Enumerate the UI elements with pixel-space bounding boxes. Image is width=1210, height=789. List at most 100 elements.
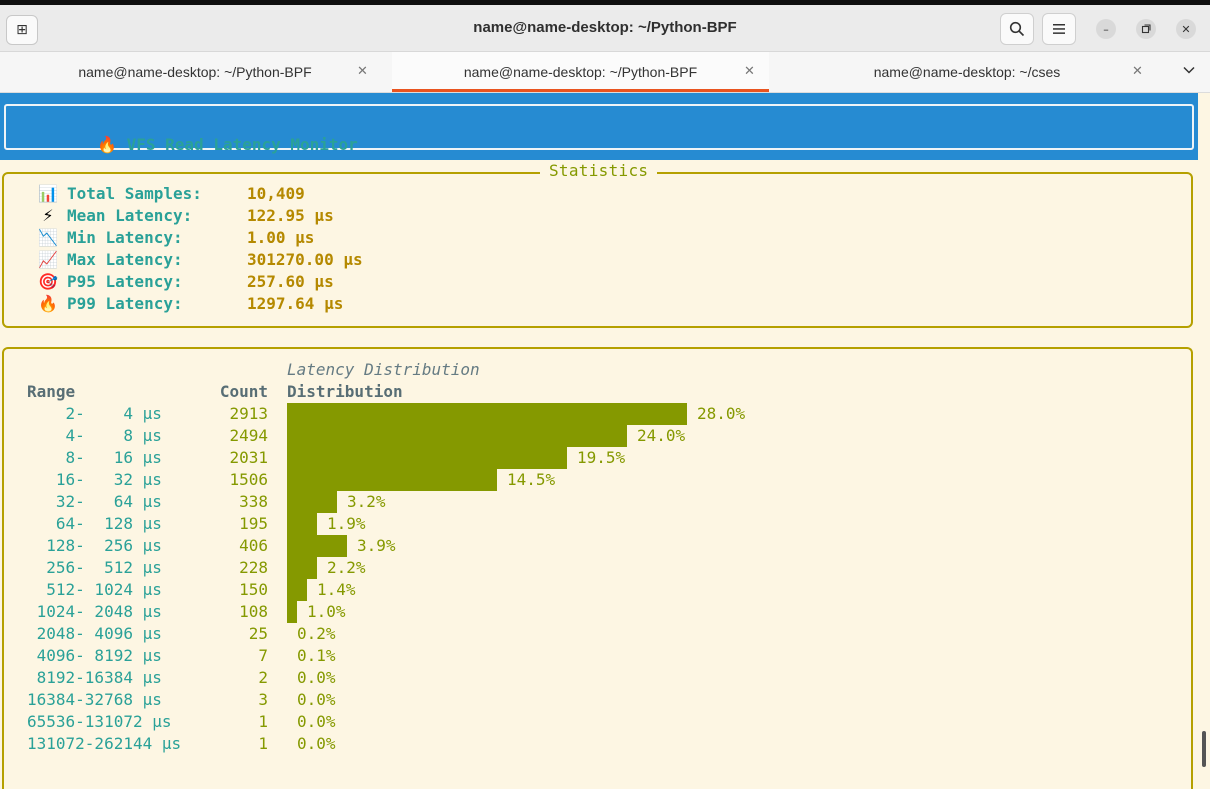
- minimize-icon: –: [1103, 22, 1109, 36]
- stat-row: 📊 Total Samples: 10,409: [37, 184, 437, 206]
- latency-range: 8- 16 µs: [27, 448, 162, 467]
- stat-label: Max Latency:: [67, 250, 183, 269]
- tab-label: name@name-desktop: ~/Python-BPF: [463, 64, 698, 80]
- distribution-bar: [287, 557, 317, 579]
- minimize-button[interactable]: –: [1096, 19, 1116, 39]
- distribution-percent: 14.5%: [507, 470, 556, 489]
- stat-row: 📉 Min Latency: 1.00 µs: [37, 228, 437, 250]
- distribution-percent: 1.4%: [317, 580, 356, 599]
- hamburger-menu-icon: [1053, 24, 1065, 34]
- latency-range: 4096- 8192 µs: [27, 646, 162, 665]
- stat-icon: 📊: [38, 184, 58, 203]
- distribution-title: Latency Distribution: [287, 360, 480, 379]
- latency-count: 1: [258, 734, 268, 753]
- distribution-percent: 3.9%: [357, 536, 396, 555]
- latency-range: 128- 256 µs: [27, 536, 162, 555]
- stat-icon: ⚡: [42, 206, 54, 225]
- distribution-percent: 1.0%: [307, 602, 346, 621]
- stat-value: 1297.64 µs: [247, 294, 344, 313]
- distribution-bar: [287, 447, 567, 469]
- scrollbar-thumb[interactable]: [1202, 731, 1206, 767]
- latency-count: 2494: [229, 426, 268, 445]
- monitor-header: 🔥 VFS Read Latency Monitor: [0, 93, 1198, 160]
- stat-value: 301270.00 µs: [247, 250, 363, 269]
- latency-range: 16384-32768 µs: [27, 690, 162, 709]
- distribution-percent: 0.0%: [297, 734, 336, 753]
- stat-value: 122.95 µs: [247, 206, 334, 225]
- latency-range: 2- 4 µs: [27, 404, 162, 423]
- tab-close-icon[interactable]: ✕: [1132, 64, 1143, 79]
- distribution-bar: [287, 535, 347, 557]
- monitor-title: VFS Read Latency Monitor: [126, 135, 358, 154]
- tab-close-icon[interactable]: ✕: [357, 64, 368, 79]
- terminal-view[interactable]: 🔥 VFS Read Latency Monitor Statistics 📊 T…: [0, 93, 1210, 789]
- latency-count: 3: [258, 690, 268, 709]
- latency-count: 150: [239, 580, 268, 599]
- latency-count: 406: [239, 536, 268, 555]
- latency-count: 25: [248, 624, 268, 643]
- column-header-count: Count: [219, 382, 268, 401]
- distribution-bar: [287, 491, 337, 513]
- new-tab-button[interactable]: ⊞: [6, 15, 38, 45]
- distribution-percent: 0.0%: [297, 690, 336, 709]
- distribution-percent: 24.0%: [637, 426, 686, 445]
- stat-row: 📈 Max Latency: 301270.00 µs: [37, 250, 437, 272]
- latency-count: 2913: [229, 404, 268, 423]
- latency-range: 131072-262144 µs: [27, 734, 182, 753]
- latency-count: 195: [239, 514, 268, 533]
- fire-icon: 🔥: [97, 135, 117, 154]
- latency-count: 7: [258, 646, 268, 665]
- window-title: name@name-desktop: ~/Python-BPF: [473, 19, 737, 36]
- stat-row: 🔥 P99 Latency: 1297.64 µs: [37, 294, 437, 316]
- stat-icon: 🔥: [38, 294, 58, 313]
- tab-python-bpf-1[interactable]: name@name-desktop: ~/Python-BPF ✕: [0, 52, 390, 92]
- search-button[interactable]: [1000, 13, 1034, 45]
- menu-button[interactable]: [1042, 13, 1076, 45]
- distribution-bar: [287, 601, 297, 623]
- latency-count: 108: [239, 602, 268, 621]
- tab-bar: name@name-desktop: ~/Python-BPF ✕ name@n…: [0, 52, 1210, 93]
- latency-count: 228: [239, 558, 268, 577]
- latency-range: 2048- 4096 µs: [27, 624, 162, 643]
- latency-range: 64- 128 µs: [27, 514, 162, 533]
- distribution-bar: [287, 513, 317, 535]
- distribution-percent: 0.1%: [297, 646, 336, 665]
- stat-label: P99 Latency:: [67, 294, 183, 313]
- stat-icon: 🎯: [38, 272, 58, 291]
- latency-count: 2031: [229, 448, 268, 467]
- stat-value: 1.00 µs: [247, 228, 315, 247]
- latency-count: 1: [258, 712, 268, 731]
- tab-python-bpf-2[interactable]: name@name-desktop: ~/Python-BPF ✕: [392, 52, 769, 92]
- distribution-percent: 0.2%: [297, 624, 336, 643]
- statistics-title: Statistics: [540, 161, 658, 180]
- stat-icon: 📈: [38, 250, 58, 269]
- distribution-bar: [287, 403, 687, 425]
- tab-label: name@name-desktop: ~/Python-BPF: [78, 64, 312, 80]
- latency-count: 338: [239, 492, 268, 511]
- stat-row: 🎯 P95 Latency: 257.60 µs: [37, 272, 437, 294]
- monitor-header-box: 🔥 VFS Read Latency Monitor: [4, 104, 1194, 154]
- distribution-percent: 2.2%: [327, 558, 366, 577]
- latency-range: 16- 32 µs: [27, 470, 162, 489]
- stat-value: 257.60 µs: [247, 272, 334, 291]
- distribution-percent: 0.0%: [297, 712, 336, 731]
- tab-cses[interactable]: name@name-desktop: ~/cses ✕: [771, 52, 1163, 92]
- stat-label: Min Latency:: [67, 228, 183, 247]
- close-icon: ✕: [1181, 22, 1191, 36]
- close-button[interactable]: ✕: [1176, 19, 1196, 39]
- tab-close-icon[interactable]: ✕: [744, 64, 755, 79]
- latency-range: 65536-131072 µs: [27, 712, 172, 731]
- distribution-bar: [287, 469, 497, 491]
- search-icon: [1009, 21, 1025, 37]
- top-edge: [0, 0, 1210, 5]
- stat-label: Total Samples:: [67, 184, 202, 203]
- new-tab-icon: ⊞: [16, 22, 28, 38]
- distribution-panel: Latency Distribution Range Count Distrib…: [2, 347, 1193, 789]
- distribution-bar: [287, 579, 307, 601]
- column-header-range: Range: [27, 382, 76, 401]
- chevron-down-icon[interactable]: [1182, 63, 1196, 80]
- maximize-button[interactable]: [1136, 19, 1156, 39]
- latency-count: 1506: [229, 470, 268, 489]
- window-titlebar: ⊞ name@name-desktop: ~/Python-BPF – ✕: [0, 5, 1210, 52]
- distribution-bar: [287, 425, 627, 447]
